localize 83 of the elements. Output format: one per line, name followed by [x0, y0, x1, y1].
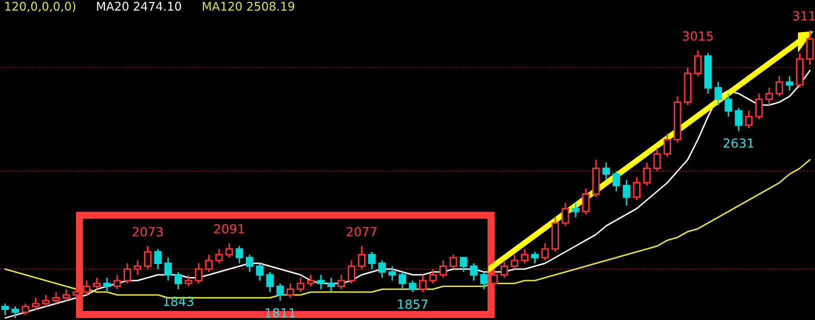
candlestick: [541, 242, 549, 262]
candlestick: [460, 256, 468, 273]
text: 2077: [346, 226, 376, 236]
candlestick: [296, 277, 304, 293]
candlestick: [408, 280, 416, 293]
candlestick: [450, 254, 458, 270]
candlestick: [194, 262, 202, 284]
candlestick: [164, 256, 172, 282]
text: 120,0,0,0,0): [5, 2, 76, 12]
candlestick: [225, 242, 233, 258]
candlestick: [520, 248, 528, 264]
candlestick: [317, 274, 325, 290]
candlestick: [338, 274, 346, 290]
candlestick: [134, 260, 142, 276]
candlestick: [632, 176, 640, 201]
text: 311: [793, 11, 815, 21]
candlestick: [93, 277, 101, 290]
candlestick: [1, 302, 9, 316]
candlestick: [419, 274, 427, 293]
candlestick: [22, 302, 30, 316]
candlestick: [582, 188, 590, 216]
candlestick: [429, 268, 437, 284]
candlestick: [144, 245, 152, 270]
candlestick: [103, 277, 111, 293]
candlestick: [755, 92, 763, 120]
candlestick: [776, 76, 784, 98]
text: 2631: [724, 138, 754, 148]
candlestick: [306, 274, 314, 288]
candlestick: [806, 30, 814, 66]
candlestick: [256, 262, 264, 282]
text: 1843: [164, 296, 194, 306]
candlestick: [62, 288, 70, 302]
candlestick: [368, 251, 376, 270]
candlestick: [612, 170, 620, 192]
text: 3015: [682, 31, 713, 41]
candlestick: [184, 274, 192, 288]
candlestick: [531, 251, 539, 264]
text: 1857: [398, 300, 428, 309]
candlestick: [439, 260, 447, 278]
candlestick: [205, 254, 213, 273]
candlestick: [327, 277, 335, 293]
candlestick: [664, 133, 672, 158]
candlestick: [82, 280, 90, 296]
candlestick: [734, 107, 742, 132]
candlestick: [765, 87, 773, 106]
text: MA120 2508.19: [202, 2, 294, 11]
candlestick: [286, 282, 294, 299]
candlestick: [12, 306, 20, 319]
candlestick: [643, 162, 651, 186]
candlestick: [378, 260, 386, 278]
candlestick: [500, 260, 508, 278]
candlestick: [653, 148, 661, 172]
candlestick: [215, 248, 223, 264]
candlestick: [358, 245, 366, 270]
candlestick: [42, 294, 50, 308]
candlestick: [236, 245, 244, 264]
candlestick: [786, 76, 794, 92]
candlestick: [745, 110, 753, 129]
candlestick: [266, 271, 274, 293]
candlestick: [276, 282, 284, 302]
candlestick: [246, 254, 254, 273]
candlestick: [694, 50, 702, 77]
candlestick: [480, 271, 488, 290]
text: MA20 2474.10: [97, 2, 182, 11]
candlestick: [470, 262, 478, 282]
candlestick: [154, 248, 162, 270]
candlestick: [510, 254, 518, 270]
candlestick: [622, 179, 630, 206]
candlestick: [348, 260, 356, 284]
candlestick: [52, 291, 60, 304]
text: 2073: [132, 226, 163, 236]
candlestick: [32, 297, 40, 310]
candlestick: [724, 92, 732, 118]
candlestick: [124, 262, 132, 284]
candlestick: [113, 274, 121, 290]
candlestick: [562, 202, 570, 227]
candlestick: [602, 162, 610, 181]
candlestick: [572, 202, 580, 218]
text: 2091: [214, 224, 244, 234]
candlestick: [714, 81, 722, 106]
candlestick: [174, 271, 182, 290]
candlestick: [388, 265, 396, 282]
candlestick: [398, 271, 406, 290]
